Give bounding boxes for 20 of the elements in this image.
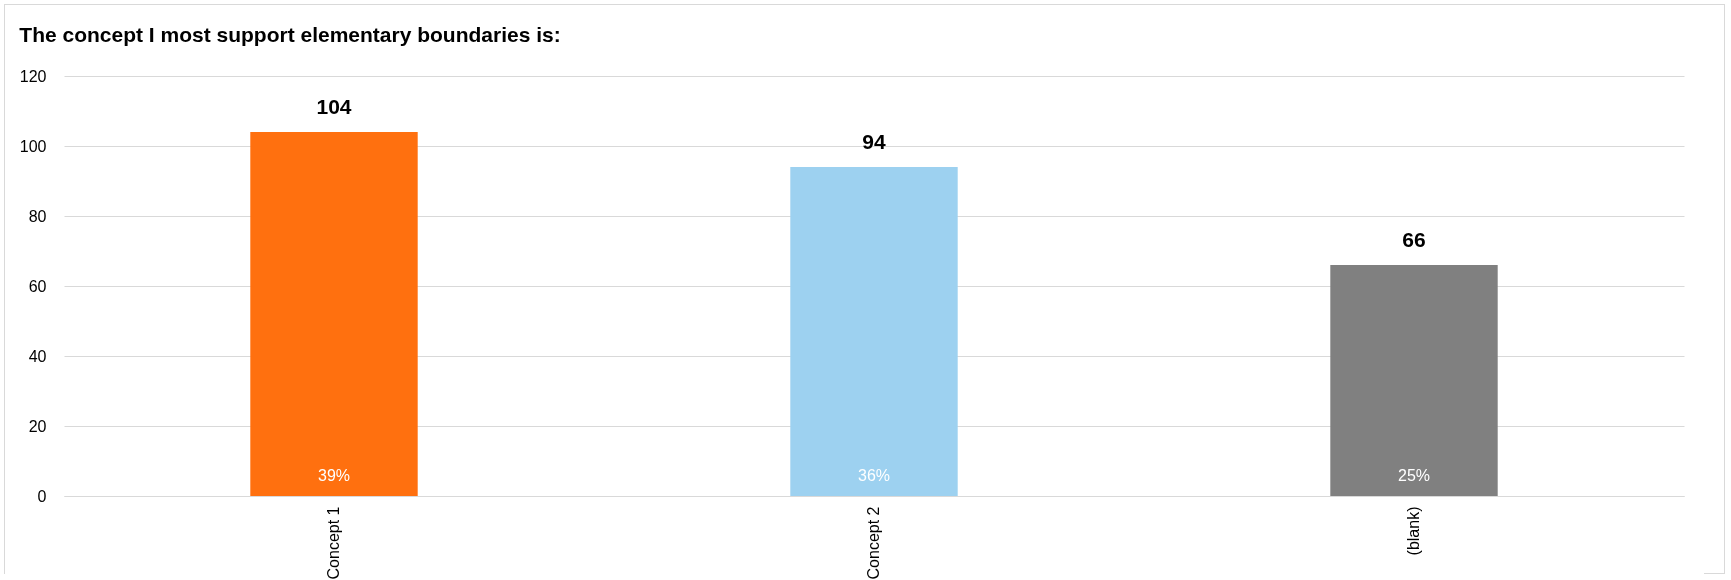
annotation: 25% bbox=[1397, 467, 1431, 484]
y-tick-label: 40 bbox=[28, 347, 47, 365]
chart-title: The concept I most support elementary boundaries is: bbox=[19, 23, 561, 46]
y-tick-label: 80 bbox=[28, 207, 47, 225]
bar bbox=[1330, 265, 1498, 496]
y-tick-label: 120 bbox=[19, 67, 47, 85]
data-label: 66 bbox=[1402, 228, 1426, 251]
x-tick-label: Concept 2 bbox=[865, 506, 882, 580]
data-label: 94 bbox=[862, 130, 886, 153]
y-tick-label: 20 bbox=[28, 417, 47, 435]
annotation: 36% bbox=[857, 467, 891, 484]
bar bbox=[790, 167, 958, 496]
y-tick-label: 0 bbox=[37, 487, 47, 505]
y-tick-label: 100 bbox=[19, 137, 47, 155]
x-tick-label: Concept 1 bbox=[325, 506, 342, 580]
bar bbox=[250, 132, 418, 496]
annotation: 39% bbox=[317, 467, 351, 484]
x-tick-label: (blank) bbox=[1405, 506, 1422, 556]
data-label: 104 bbox=[316, 95, 352, 118]
y-tick-label: 60 bbox=[28, 277, 47, 295]
